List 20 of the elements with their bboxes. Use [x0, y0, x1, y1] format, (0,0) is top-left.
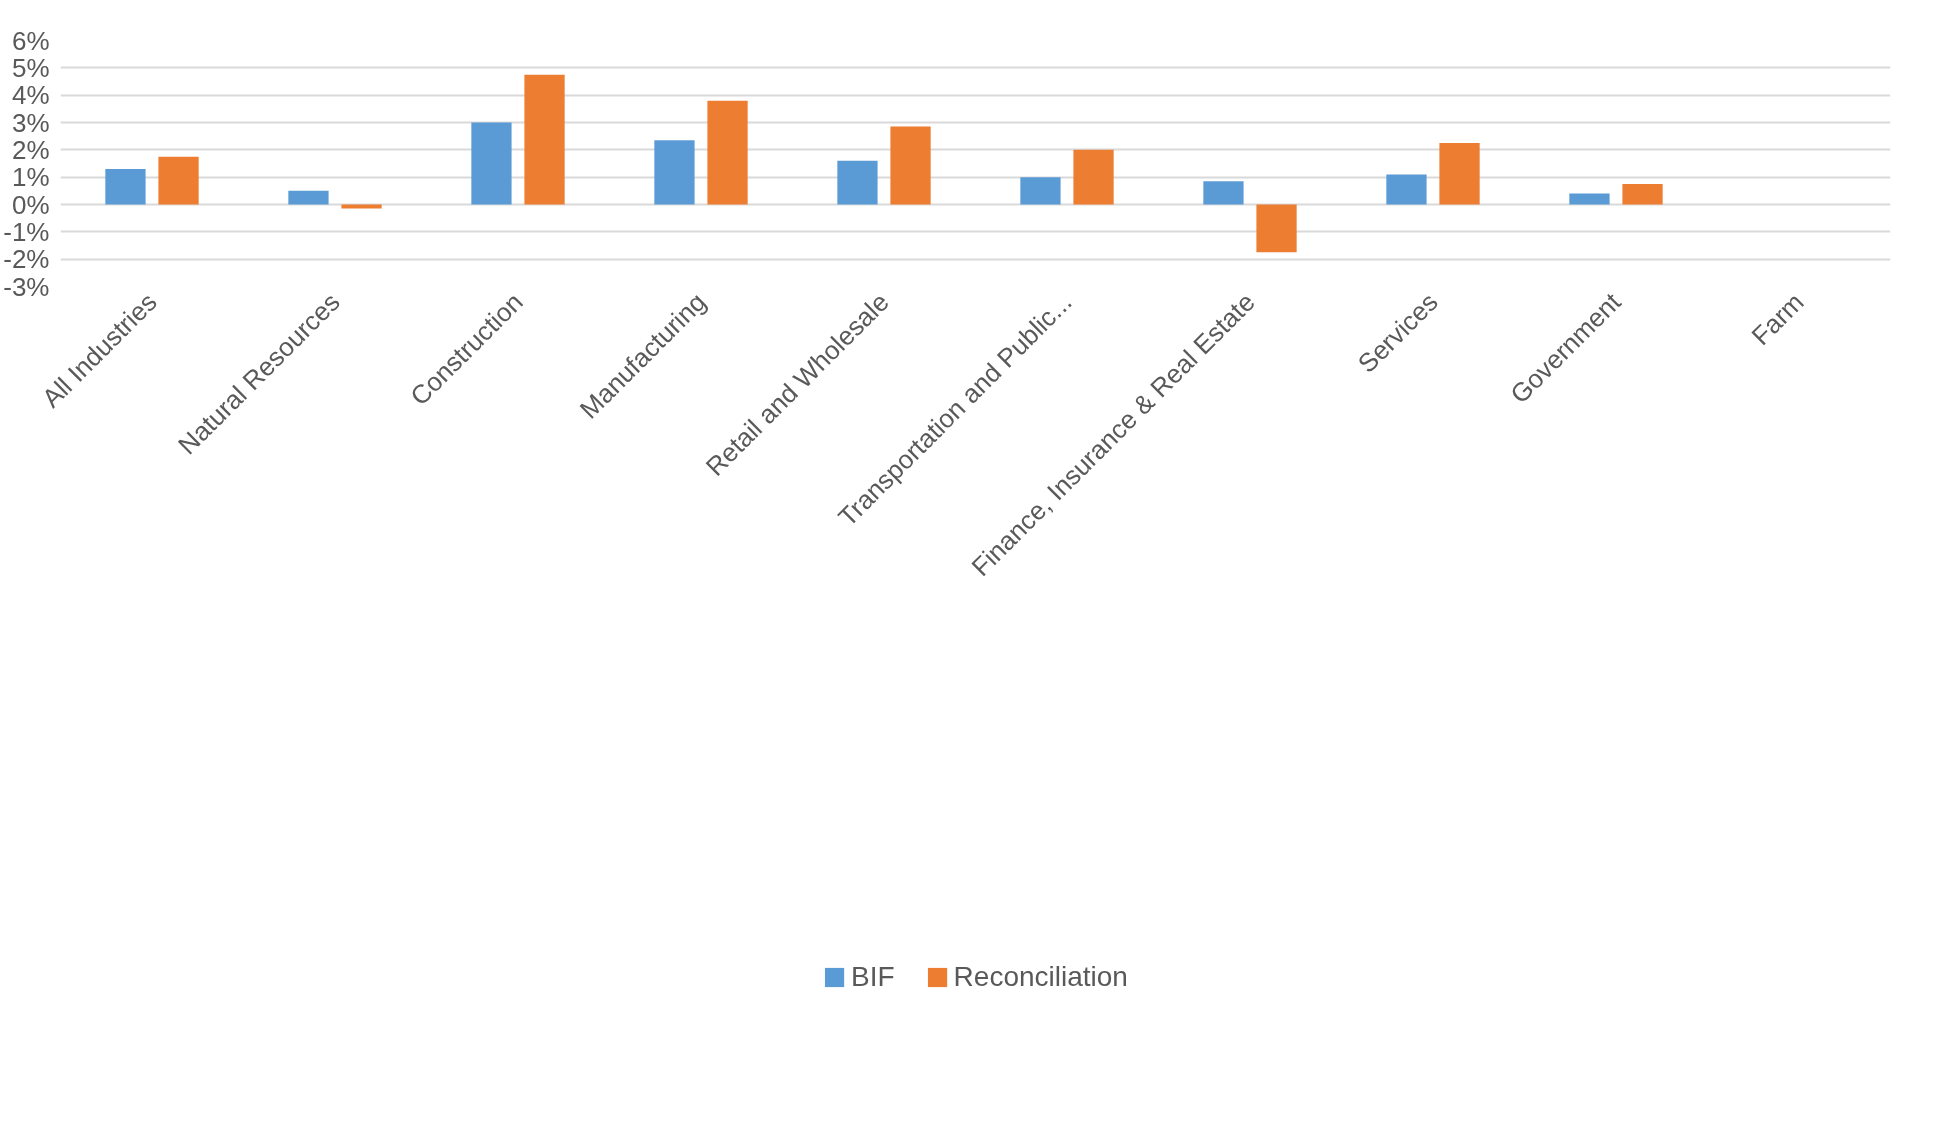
bar: [158, 156, 199, 205]
bar: [654, 140, 695, 205]
bar: [341, 204, 382, 209]
bar: [471, 122, 512, 205]
legend-label: Reconciliation: [953, 961, 1128, 993]
bar: [707, 100, 748, 205]
legend-label: BIF: [851, 961, 895, 993]
bar: [105, 168, 146, 205]
bar: [1622, 184, 1663, 205]
bar: [1020, 177, 1061, 205]
bar: [1203, 181, 1244, 205]
bar: [837, 160, 878, 205]
bar: [1256, 204, 1297, 253]
bar: [1569, 193, 1610, 205]
bar: [1073, 149, 1114, 205]
bar: [1386, 174, 1427, 205]
bar: [890, 126, 931, 205]
bar: [1439, 143, 1480, 205]
bar: [524, 74, 565, 205]
bar: [288, 190, 329, 205]
